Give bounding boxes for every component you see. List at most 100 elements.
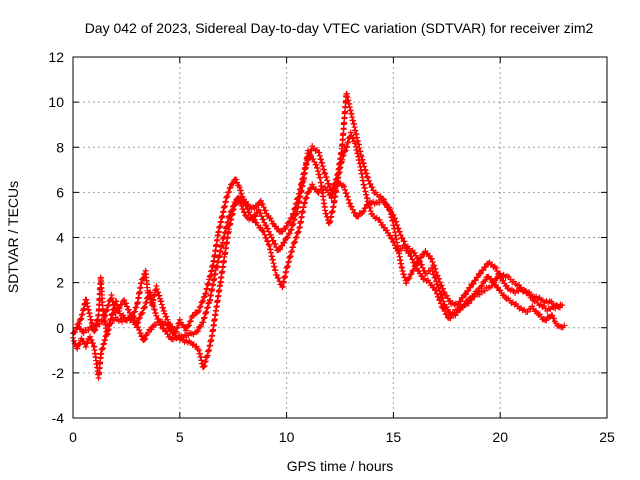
y-tick-label: 12: [48, 49, 64, 65]
y-tick-label: -4: [52, 410, 65, 426]
chart-title: Day 042 of 2023, Sidereal Day-to-day VTE…: [85, 20, 594, 36]
data-point: [434, 281, 441, 288]
data-point: [407, 271, 414, 278]
series-track-c: [74, 90, 564, 343]
data-point: [359, 209, 366, 216]
data-point: [238, 202, 245, 209]
data-point: [482, 263, 489, 270]
data-point: [144, 294, 151, 301]
data-point: [131, 309, 138, 316]
data-point: [186, 318, 193, 325]
y-axis-label: SDTVAR / TECUs: [5, 181, 21, 293]
data-point: [301, 200, 308, 207]
data-point: [139, 333, 146, 340]
data-point: [163, 313, 170, 320]
data-point: [367, 181, 374, 188]
data-point: [345, 139, 352, 146]
data-point: [292, 238, 299, 245]
data-point: [75, 341, 82, 348]
data-point: [329, 186, 336, 193]
data-point: [440, 298, 447, 305]
data-point: [426, 252, 433, 259]
data-point: [322, 170, 329, 177]
data-point: [158, 301, 165, 308]
data-point: [78, 315, 85, 322]
data-point: [225, 189, 232, 196]
data-point: [414, 254, 421, 261]
data-point: [199, 298, 206, 305]
data-point: [346, 200, 353, 207]
data-point: [161, 310, 168, 317]
data-point: [268, 217, 275, 224]
data-point: [132, 304, 139, 311]
data-point: [396, 228, 403, 235]
data-point: [333, 175, 340, 182]
series-track-b: [70, 129, 568, 381]
data-point: [282, 225, 289, 232]
data-point: [138, 280, 145, 287]
data-point: [89, 340, 96, 347]
data-point: [241, 209, 248, 216]
data-point: [200, 364, 207, 371]
data-point: [257, 197, 264, 204]
data-point: [303, 194, 310, 201]
data-point: [230, 180, 237, 187]
data-point: [131, 308, 138, 315]
y-tick-label: 4: [56, 230, 64, 246]
data-point: [133, 304, 140, 311]
data-point: [406, 275, 413, 282]
data-point: [141, 303, 148, 310]
data-point: [185, 323, 192, 330]
data-point: [331, 181, 338, 188]
data-point: [332, 180, 339, 187]
data-point: [263, 222, 270, 229]
data-point: [364, 174, 371, 181]
data-point: [428, 255, 435, 262]
data-point: [204, 305, 211, 312]
data-point: [343, 190, 350, 197]
y-tick-label: 2: [56, 275, 64, 291]
data-point: [197, 303, 204, 310]
data-point: [367, 208, 374, 215]
data-point: [283, 223, 290, 230]
data-point: [435, 284, 442, 291]
data-point: [481, 278, 488, 285]
data-point: [103, 307, 110, 314]
data-point: [285, 230, 292, 237]
tick-labels: 0 5 10 15 20 25 -4 -2 0 2 4 6 8 10 12: [48, 49, 615, 445]
data-point: [393, 218, 400, 225]
data-point: [283, 235, 290, 242]
data-point: [198, 322, 205, 329]
data-point: [135, 315, 142, 322]
data-point: [302, 162, 309, 169]
data-point: [258, 213, 265, 220]
data-point: [202, 309, 209, 316]
data-point: [300, 204, 307, 211]
y-tick-label: 8: [56, 139, 64, 155]
data-point: [194, 327, 201, 334]
data-point: [134, 319, 141, 326]
data-point: [88, 336, 95, 343]
data-point: [101, 313, 108, 320]
data-point: [229, 203, 236, 210]
data-point: [144, 329, 151, 336]
data-point: [389, 235, 396, 242]
data-point: [457, 298, 464, 305]
x-tick-label: 10: [279, 429, 295, 445]
data-point: [350, 135, 357, 142]
data-point: [200, 319, 207, 326]
data-point: [301, 199, 308, 206]
data-point: [463, 291, 470, 298]
data-point: [341, 148, 348, 155]
data-point: [482, 277, 489, 284]
data-point: [284, 234, 291, 241]
data-point: [260, 204, 267, 211]
data-point: [257, 210, 264, 217]
data-point: [348, 132, 355, 139]
data-point: [323, 174, 330, 181]
data-point: [200, 294, 207, 301]
data-point: [329, 185, 336, 192]
data-point: [310, 156, 317, 163]
data-point: [365, 201, 372, 208]
